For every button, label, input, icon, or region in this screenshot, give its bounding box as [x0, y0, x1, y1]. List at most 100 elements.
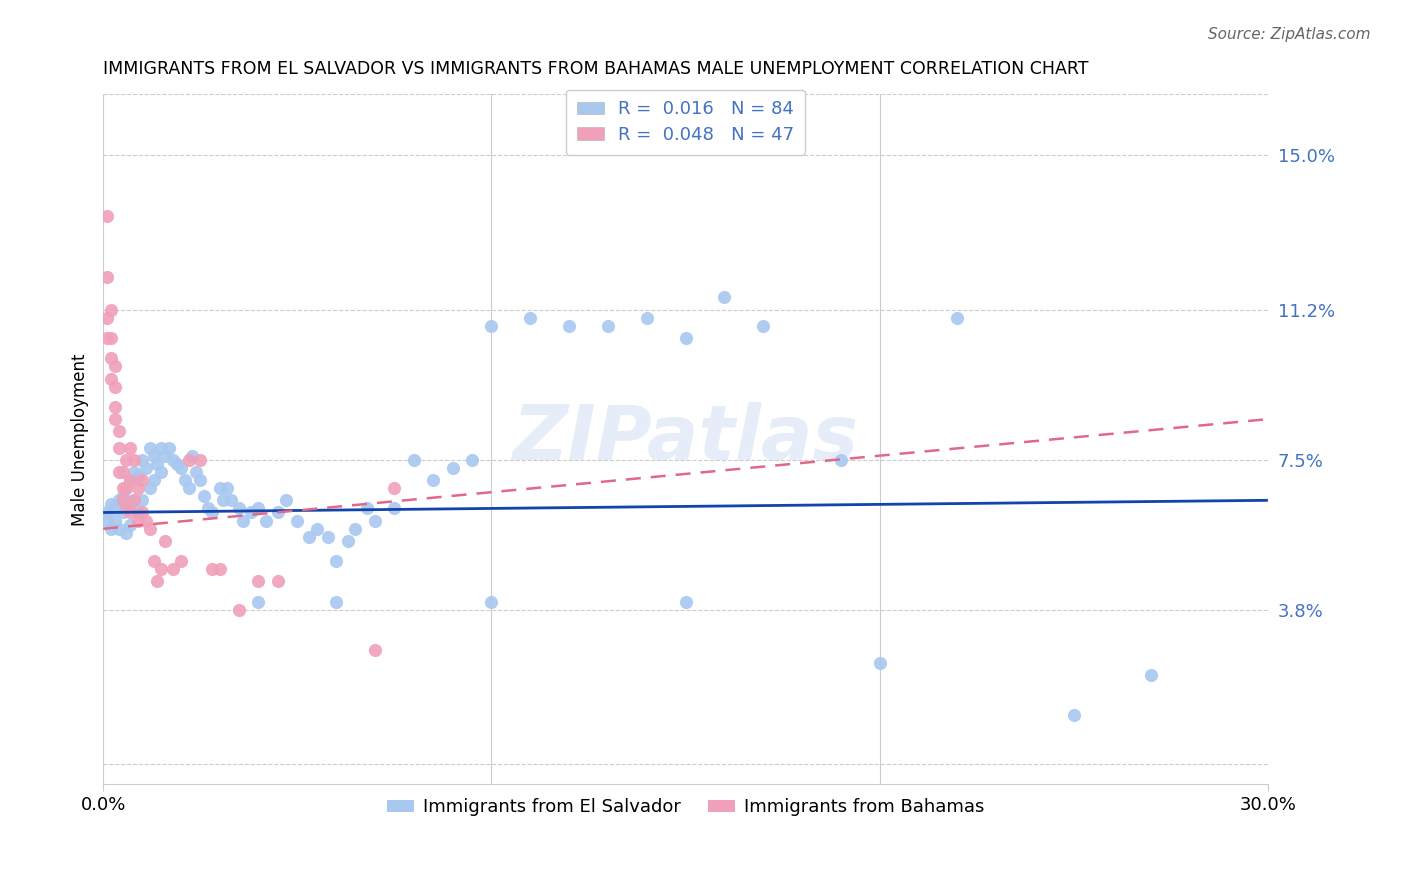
Point	[100, 331, 122, 345]
Point	[104, 514, 127, 528]
Point	[636, 310, 658, 325]
Point	[318, 530, 340, 544]
Point	[177, 481, 200, 495]
Point	[461, 452, 484, 467]
Point	[120, 517, 142, 532]
Point	[1140, 668, 1163, 682]
Point	[96, 310, 118, 325]
Point	[96, 270, 118, 285]
Point	[247, 595, 270, 609]
Point	[228, 603, 250, 617]
Point	[162, 452, 184, 467]
Point	[232, 514, 254, 528]
Point	[138, 441, 160, 455]
Point	[142, 473, 165, 487]
Point	[382, 501, 405, 516]
Point	[100, 522, 122, 536]
Point	[193, 489, 215, 503]
Point	[115, 481, 138, 495]
Point	[713, 290, 735, 304]
Point	[675, 595, 697, 609]
Point	[150, 465, 173, 479]
Point	[150, 562, 173, 576]
Point	[675, 331, 697, 345]
Point	[146, 574, 169, 589]
Text: ZIPatlas: ZIPatlas	[513, 402, 859, 476]
Point	[138, 481, 160, 495]
Point	[344, 522, 367, 536]
Point	[135, 460, 157, 475]
Point	[173, 473, 195, 487]
Point	[142, 554, 165, 568]
Point	[247, 501, 270, 516]
Point	[115, 452, 138, 467]
Point	[157, 441, 180, 455]
Point	[122, 452, 145, 467]
Point	[111, 481, 134, 495]
Point	[107, 493, 129, 508]
Point	[177, 452, 200, 467]
Point	[285, 514, 308, 528]
Point	[325, 554, 347, 568]
Point	[120, 506, 142, 520]
Point	[120, 473, 142, 487]
Point	[131, 493, 153, 508]
Point	[120, 441, 142, 455]
Point	[104, 501, 127, 516]
Point	[135, 514, 157, 528]
Point	[219, 493, 242, 508]
Point	[120, 497, 142, 511]
Point	[122, 493, 145, 508]
Point	[364, 514, 387, 528]
Point	[115, 525, 138, 540]
Point	[107, 522, 129, 536]
Text: IMMIGRANTS FROM EL SALVADOR VS IMMIGRANTS FROM BAHAMAS MALE UNEMPLOYMENT CORRELA: IMMIGRANTS FROM EL SALVADOR VS IMMIGRANT…	[103, 60, 1088, 78]
Point	[166, 457, 188, 471]
Point	[422, 473, 444, 487]
Point	[217, 481, 239, 495]
Point	[181, 449, 204, 463]
Point	[155, 449, 177, 463]
Point	[170, 460, 193, 475]
Point	[100, 302, 122, 317]
Point	[946, 310, 969, 325]
Point	[239, 506, 262, 520]
Point	[111, 465, 134, 479]
Y-axis label: Male Unemployment: Male Unemployment	[72, 353, 89, 525]
Point	[104, 379, 127, 393]
Text: Source: ZipAtlas.com: Source: ZipAtlas.com	[1208, 27, 1371, 42]
Point	[325, 595, 347, 609]
Point	[274, 493, 297, 508]
Point	[155, 533, 177, 548]
Point	[138, 522, 160, 536]
Point	[1063, 708, 1085, 723]
Point	[131, 473, 153, 487]
Point	[382, 481, 405, 495]
Point	[107, 465, 129, 479]
Point	[100, 371, 122, 385]
Point	[111, 506, 134, 520]
Point	[830, 452, 852, 467]
Point	[115, 501, 138, 516]
Point	[247, 574, 270, 589]
Point	[100, 497, 122, 511]
Point	[104, 359, 127, 374]
Point	[188, 473, 211, 487]
Point	[111, 493, 134, 508]
Point	[131, 452, 153, 467]
Point	[188, 452, 211, 467]
Point	[122, 493, 145, 508]
Point	[558, 318, 581, 333]
Point	[197, 501, 219, 516]
Point	[127, 469, 149, 483]
Point	[127, 481, 149, 495]
Point	[254, 514, 277, 528]
Point	[120, 473, 142, 487]
Point	[96, 506, 118, 520]
Point	[96, 514, 118, 528]
Point	[869, 656, 891, 670]
Point	[162, 562, 184, 576]
Point	[441, 460, 464, 475]
Point	[111, 489, 134, 503]
Point	[115, 481, 138, 495]
